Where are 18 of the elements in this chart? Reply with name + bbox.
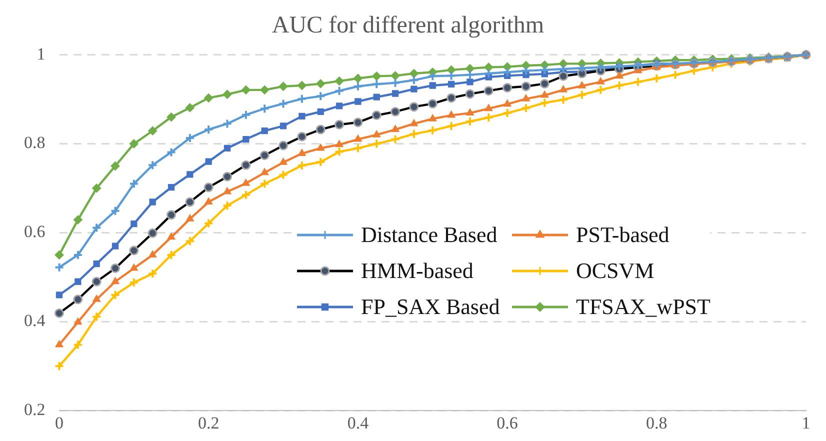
x-tick-label: 0.4 — [347, 413, 370, 432]
legend-label: FP_SAX Based — [361, 294, 500, 320]
legend-label: PST-based — [576, 222, 670, 248]
x-tick-label: 0.6 — [496, 413, 518, 432]
y-tick-label: 0.4 — [24, 311, 46, 330]
y-tick-label: 0.8 — [24, 133, 46, 152]
x-tick-label: 0.2 — [198, 413, 220, 432]
legend-label: TFSAX_wPST — [576, 294, 710, 320]
x-tick-label: 0.8 — [646, 413, 668, 432]
y-tick-label: 0.2 — [24, 400, 46, 420]
legend-label: OCSVM — [576, 258, 654, 284]
legend-label: HMM-based — [361, 258, 474, 284]
x-tick-label: 1 — [802, 413, 810, 432]
chart-title: AUC for different algorithm — [272, 12, 544, 39]
y-tick-label: 1 — [36, 44, 46, 64]
legend-label: Distance Based — [361, 222, 498, 248]
y-tick-label: 0.6 — [24, 222, 46, 242]
x-tick-label: 0 — [55, 413, 64, 432]
